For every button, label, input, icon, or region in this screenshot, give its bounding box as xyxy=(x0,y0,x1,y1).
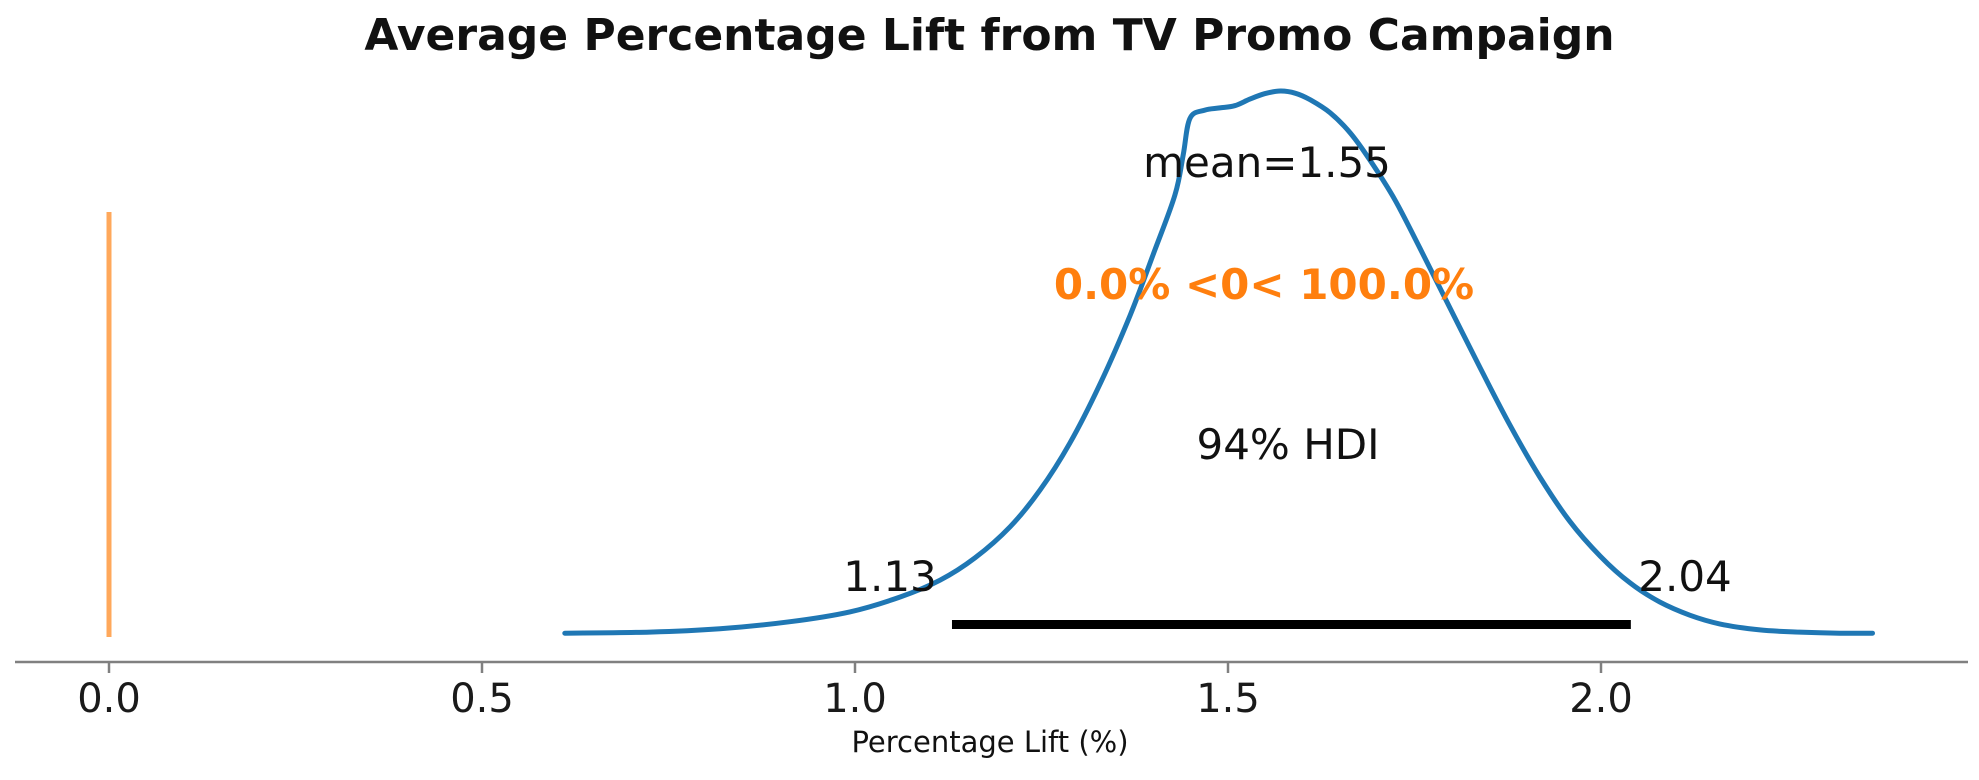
x-tick-label: 1.5 xyxy=(1196,676,1260,722)
x-axis-title: Percentage Lift (%) xyxy=(851,725,1129,759)
mean-annotation: mean=1.55 xyxy=(1143,138,1391,187)
hdi-lower-bound-label: 1.13 xyxy=(843,552,937,601)
chart-title: Average Percentage Lift from TV Promo Ca… xyxy=(364,10,1615,61)
hdi-title-annotation: 94% HDI xyxy=(1196,420,1380,469)
x-tick-label: 1.0 xyxy=(823,676,887,722)
hdi-upper-bound-label: 2.04 xyxy=(1638,552,1732,601)
kde-density-curve xyxy=(562,88,1875,636)
x-tick-label: 0.0 xyxy=(77,676,141,722)
ref-value-probability-annotation: 0.0% <0< 100.0% xyxy=(1053,260,1475,309)
x-axis-ticks xyxy=(107,662,1603,673)
x-tick-label: 0.5 xyxy=(450,676,514,722)
x-tick-label: 2.0 xyxy=(1569,676,1633,722)
